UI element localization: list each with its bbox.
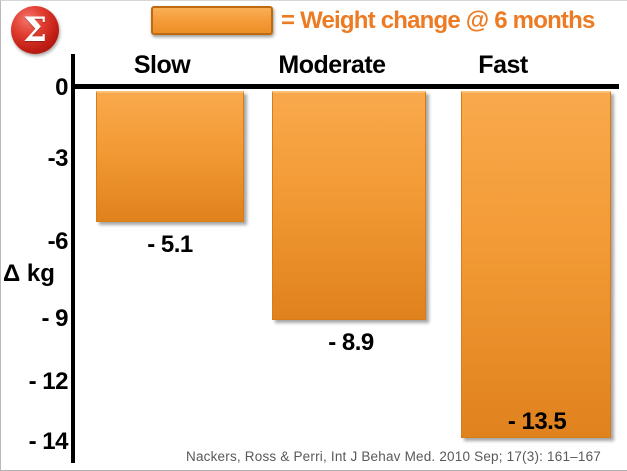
bar-moderate[interactable] [272, 91, 426, 320]
legend-color-swatch [151, 6, 273, 35]
bar-value-label-moderate: - 8.9 [328, 329, 374, 356]
y-tick-label: - 14 [28, 428, 69, 455]
sigma-glyph: Σ [22, 10, 48, 50]
y-tick-label: - 9 [41, 305, 68, 332]
y-tick-label: - 12 [28, 368, 69, 395]
y-axis-title: Δ kg [3, 260, 55, 287]
bar-slow[interactable] [96, 91, 244, 222]
y-tick-label: -6 [47, 228, 69, 255]
category-label-slow: Slow [133, 51, 191, 79]
y-tick-label: -3 [47, 145, 69, 172]
y-axis-line [71, 54, 75, 463]
category-label-moderate: Moderate [278, 51, 386, 79]
x-axis-zero-line [71, 84, 619, 89]
y-tick-label: 0 [55, 74, 68, 101]
bar-value-label-slow: - 5.1 [147, 231, 193, 258]
sigma-summary-icon[interactable]: Σ [11, 6, 59, 54]
citation-text: Nackers, Ross & Perri, Int J Behav Med. … [186, 449, 602, 464]
legend-label: = Weight change @ 6 months [281, 7, 595, 34]
category-label-fast: Fast [478, 51, 528, 79]
bar-fast[interactable] [461, 91, 611, 438]
bar-value-label-fast: - 13.5 [507, 408, 567, 435]
